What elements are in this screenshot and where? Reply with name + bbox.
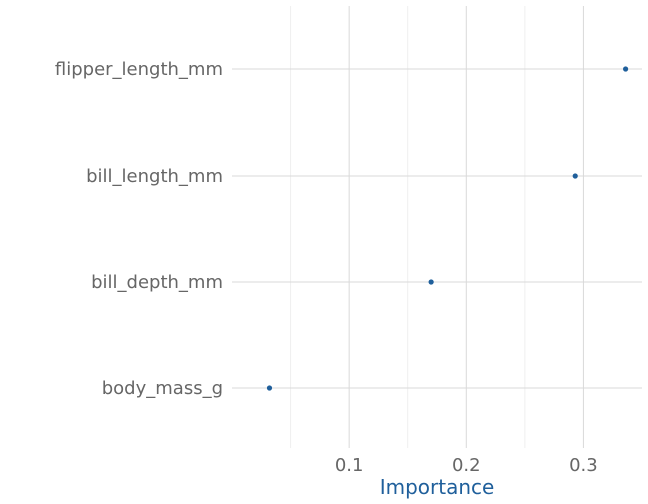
data-points [266, 66, 629, 391]
x-tick-label: 0.2 [452, 455, 481, 476]
x-axis-title: Importance [380, 475, 495, 499]
x-tick-labels: 0.1 0.2 0.3 [335, 455, 598, 476]
major-gridlines [348, 6, 584, 448]
data-point-body-mass-g [266, 385, 273, 391]
data-point-flipper-length-mm [623, 66, 629, 72]
data-point-bill-length-mm [572, 173, 578, 179]
x-tick-label: 0.3 [569, 455, 598, 476]
minor-gridlines [290, 6, 526, 448]
category-gridlines [232, 68, 642, 389]
category-label: bill_depth_mm [91, 272, 223, 293]
data-point-bill-depth-mm [428, 279, 434, 285]
x-tick-label: 0.1 [335, 455, 364, 476]
category-labels: body_mass_g bill_depth_mm bill_length_mm fl… [55, 59, 223, 399]
category-label: body_mass_g [102, 378, 223, 399]
category-label: bill_length_mm [86, 166, 223, 187]
category-label: flipper_length_mm [55, 59, 223, 80]
